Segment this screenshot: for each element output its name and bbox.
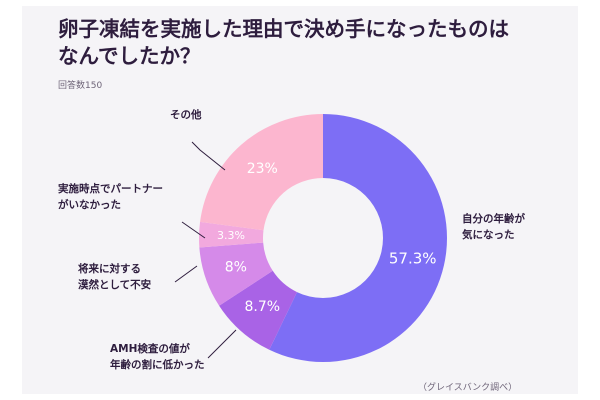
chart-title: 卵子凍結を実施した理由で決め手になったものは なんでしたか？ [58,17,509,68]
slice-other [200,114,323,231]
leader-line-no-partner [181,221,206,239]
leader-line-other [191,141,226,171]
value-label-age-concern: 57.3% [389,249,437,267]
slice-no-partner [199,221,264,248]
value-label-other: 23% [247,161,278,177]
category-label-no-partner: 実施時点でパートナー がいなかった [58,183,163,211]
category-label-other: その他 [170,109,202,121]
value-label-vague-anxiety: 8% [225,260,247,276]
value-label-no-partner: 3.3% [217,229,245,242]
slice-vague-anxiety [199,242,273,306]
slice-age-concern [269,114,447,362]
source-note: （グレイスバンク調べ） [418,383,518,393]
category-label-amh-low: AMH検査の値が 年齢の割に低かった [110,343,205,371]
category-label-vague-anxiety: 将来に対する 漠然として不安 [78,263,152,291]
leader-line-amh-low [207,329,237,359]
slice-amh-low [219,270,298,350]
value-label-amh-low: 8.7% [245,299,281,315]
respondent-count: 回答数150 [58,81,103,91]
category-label-age-concern: 自分の年齢が 気になった [462,213,525,241]
leader-line-vague-anxiety [174,265,198,283]
